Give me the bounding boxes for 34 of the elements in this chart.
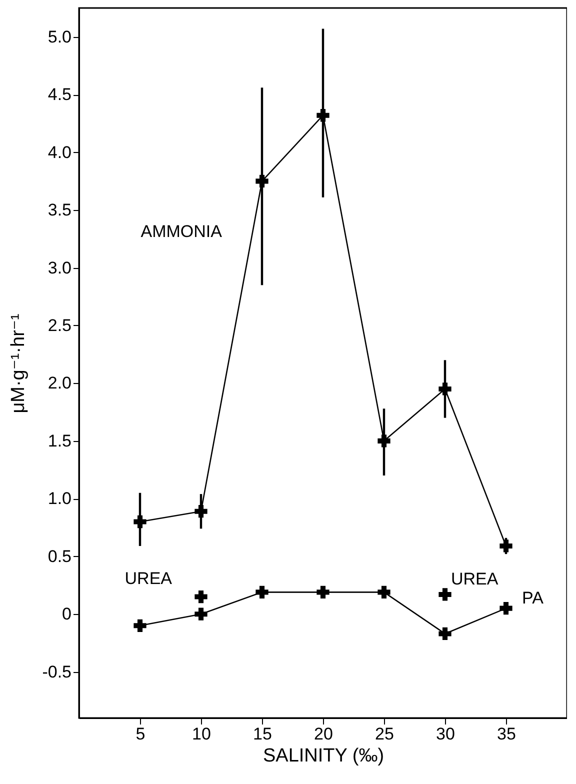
x-tick-label: 10 <box>192 724 211 744</box>
series-label: UREA <box>451 569 499 588</box>
x-tick-label: 35 <box>497 724 516 744</box>
y-tick-label: 4.5 <box>48 85 72 104</box>
series-label: AMMONIA <box>140 222 223 242</box>
y-tick-label: 2.0 <box>48 374 72 393</box>
y-tick-label: 1.0 <box>48 489 72 508</box>
point <box>438 588 452 601</box>
y-tick-label: -0.5 <box>42 662 72 682</box>
point <box>194 608 208 620</box>
y-tick-label: 3.5 <box>48 200 72 220</box>
point <box>256 586 268 598</box>
y-tick-label: 3.0 <box>48 258 72 278</box>
y-tick-label: 0 <box>62 604 72 624</box>
y-tick-label: 0.5 <box>48 546 72 566</box>
point <box>378 586 390 598</box>
series-label: PA <box>522 588 544 608</box>
point <box>316 586 330 598</box>
y-axis-title: μM·g⁻¹·hr⁻¹ <box>8 314 30 414</box>
x-tick-label: 5 <box>136 724 146 744</box>
y-tick-label: 4.0 <box>48 142 72 162</box>
y-tick-label: 1.5 <box>48 431 72 450</box>
y-tick-label: 5.0 <box>48 27 72 46</box>
x-tick-label: 20 <box>314 724 333 744</box>
point <box>134 619 146 632</box>
point <box>500 602 512 615</box>
point <box>194 590 208 604</box>
x-tick-label: 15 <box>253 724 272 744</box>
text: UREA <box>124 568 172 588</box>
x-axis-title: SALINITY (‰) <box>262 746 384 766</box>
y-tick-label: 2.5 <box>48 316 72 335</box>
x-tick-label: 30 <box>436 724 455 744</box>
x-tick-label: 25 <box>375 724 394 744</box>
point <box>438 627 452 640</box>
